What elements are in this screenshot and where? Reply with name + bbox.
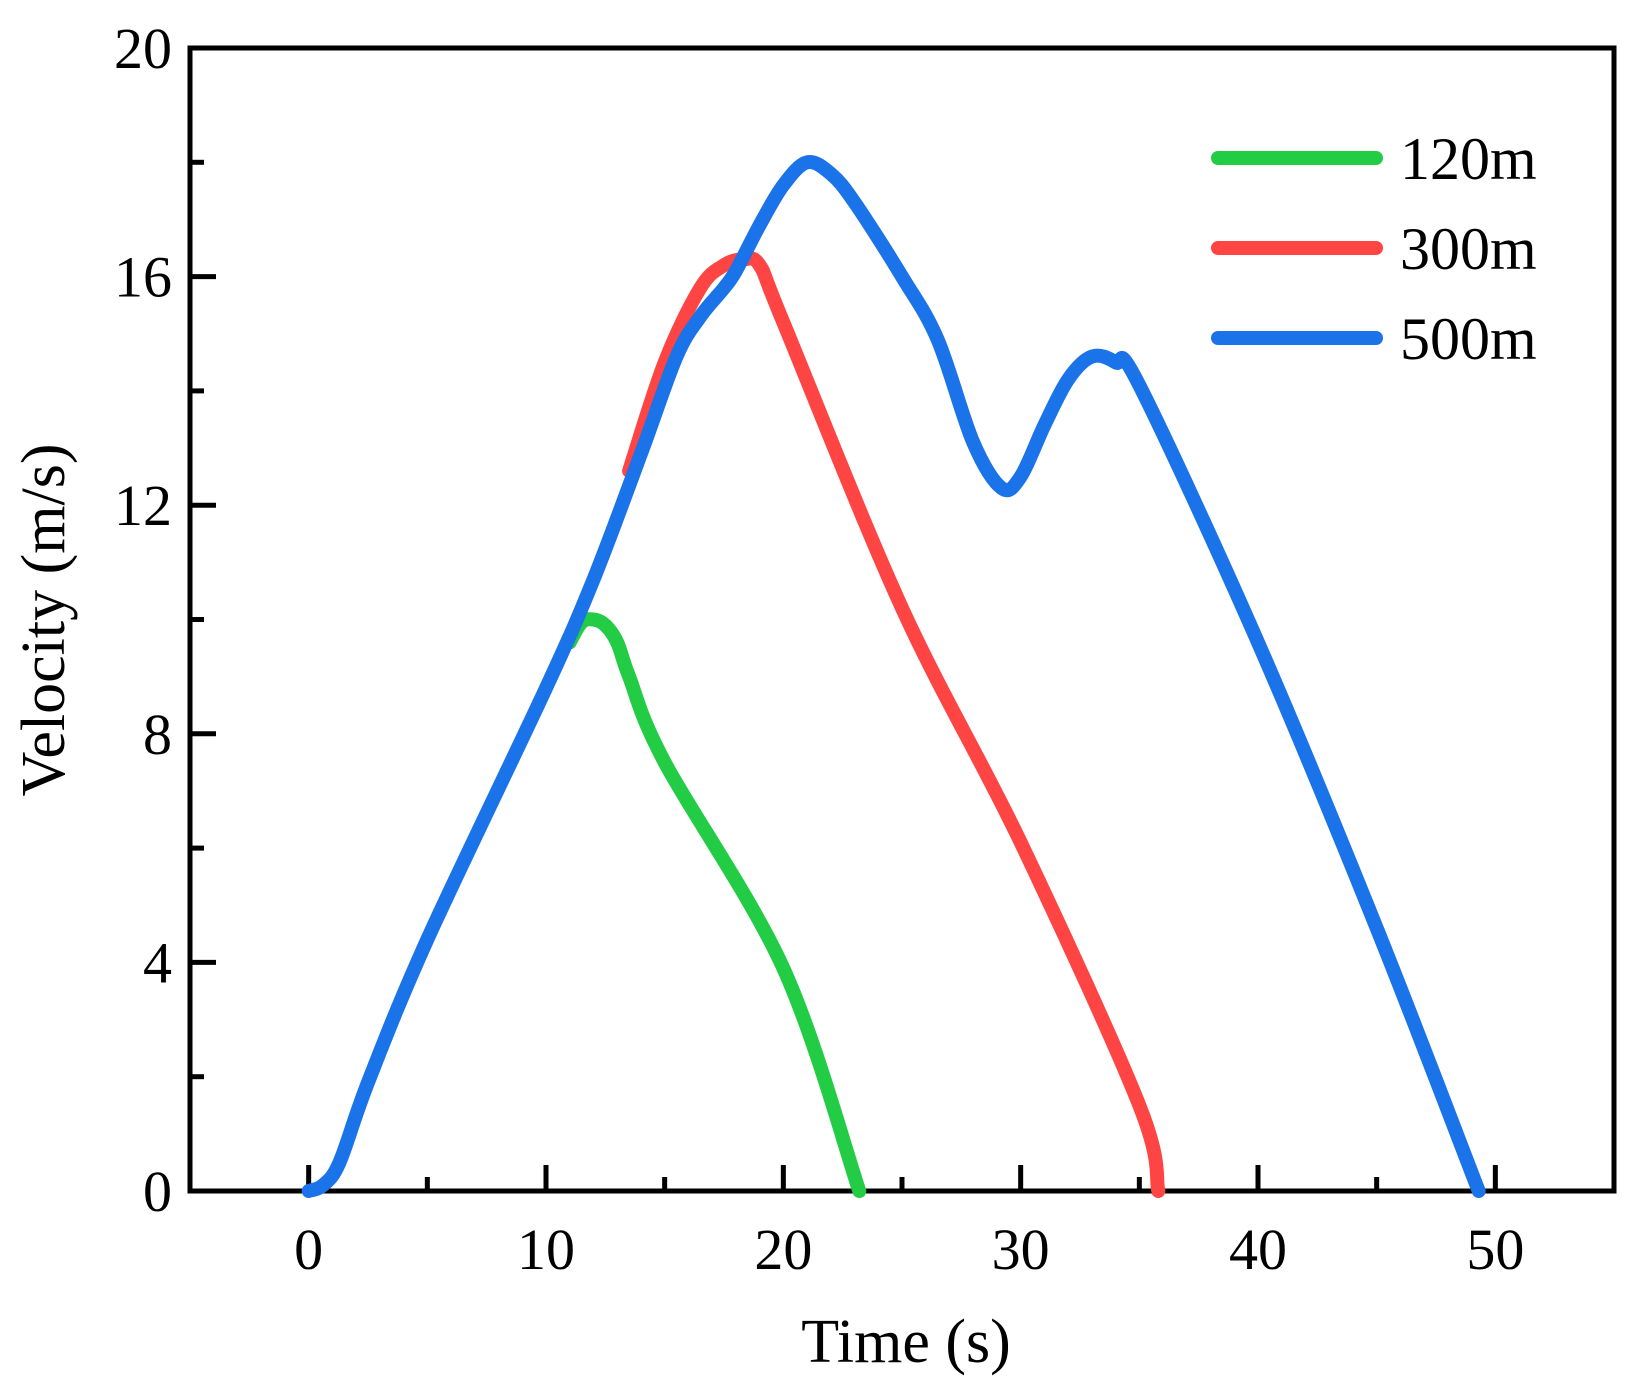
x-tick-label: 40 bbox=[1229, 1217, 1287, 1282]
x-tick-label: 30 bbox=[992, 1217, 1050, 1282]
legend-label-500m: 500m bbox=[1400, 306, 1537, 372]
series-line-500m bbox=[301, 155, 1486, 1198]
legend: 120m 300m 500m bbox=[1211, 126, 1537, 372]
series-line-300m bbox=[622, 251, 1166, 1198]
y-tick-label: 16 bbox=[114, 245, 172, 310]
series-line-120m bbox=[562, 612, 867, 1198]
legend-label-300m: 300m bbox=[1400, 216, 1537, 282]
y-tick-label: 20 bbox=[114, 16, 172, 81]
y-tick-label: 0 bbox=[143, 1159, 172, 1224]
series-lines bbox=[301, 155, 1486, 1198]
axis-ticks bbox=[190, 45, 1498, 1194]
y-axis-title: Velocity (m/s) bbox=[10, 444, 78, 797]
y-tick-label: 4 bbox=[143, 930, 172, 995]
y-tick-labels: 0 4 8 12 16 20 bbox=[114, 16, 172, 1224]
x-tick-label: 20 bbox=[754, 1217, 812, 1282]
x-tick-label: 0 bbox=[294, 1217, 323, 1282]
legend-label-120m: 120m bbox=[1400, 126, 1537, 192]
x-tick-label: 10 bbox=[517, 1217, 575, 1282]
x-tick-labels: 0 10 20 30 40 50 bbox=[294, 1217, 1524, 1282]
x-axis-title: Time (s) bbox=[801, 1308, 1011, 1376]
y-tick-label: 8 bbox=[143, 702, 172, 767]
y-tick-label: 12 bbox=[114, 473, 172, 538]
x-tick-label: 50 bbox=[1466, 1217, 1524, 1282]
